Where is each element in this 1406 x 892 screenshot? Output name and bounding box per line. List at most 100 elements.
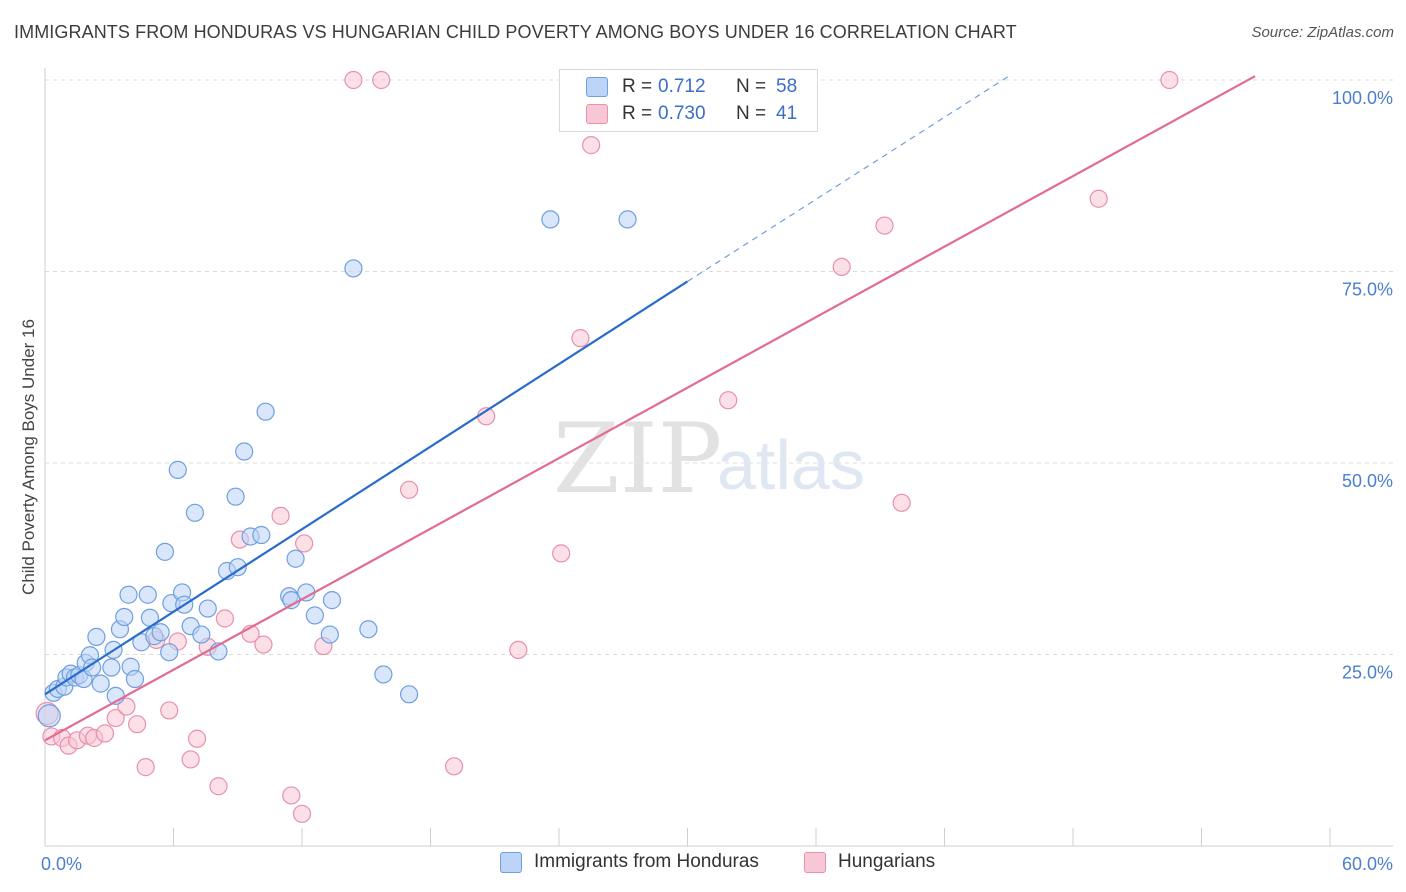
honduras-point [87,627,106,646]
hungarians-point [509,640,528,660]
chart-title: IMMIGRANTS FROM HONDURAS VS HUNGARIAN CH… [14,22,1017,42]
honduras-point [119,585,138,604]
legend-row-hungarians: R = 0.730 N = 41 [586,103,797,125]
honduras-point [115,607,134,627]
hungarians-point [444,757,464,776]
series-label-honduras: Immigrants from Honduras [534,851,759,872]
honduras-point [322,591,342,610]
honduras-point [138,585,157,604]
y-axis-label: Child Poverty Among Boys Under 16 [19,319,38,595]
honduras-point [160,643,179,662]
grid-layer [45,79,1393,655]
series-legend-honduras[interactable]: Immigrants from Honduras [500,851,759,873]
honduras-point [185,503,205,522]
x-tick-label: 60.0% [1342,854,1393,874]
legend-n-label: N = [736,103,767,124]
honduras-point [125,669,145,689]
honduras-point [198,599,217,618]
honduras-point [618,210,637,229]
trend-layer [44,75,1256,742]
honduras-point [359,620,378,639]
hungarians-point [282,786,301,805]
honduras-point [374,665,393,684]
hungarians-point [292,804,312,823]
hungarians-point [95,724,115,743]
watermark-zip: ZIP [553,403,722,515]
hungarians-point [832,257,851,277]
legend-r-label: R = [622,76,653,97]
y-tick-label: 50.0% [1342,471,1393,491]
hungarians-point [160,701,179,720]
honduras-point [91,674,110,693]
hungarians-point [719,391,738,410]
legend-n-value: 58 [776,76,798,97]
honduras-point [252,525,271,545]
honduras-point [399,685,419,704]
honduras-point [83,658,102,677]
honduras-point [344,259,363,278]
honduras-point [320,625,339,644]
y-tick-label: 100.0% [1332,88,1393,108]
hungarians-point [209,777,228,796]
hungarians-point [215,609,234,628]
honduras-point [228,558,247,577]
honduras-point [155,542,175,561]
hungarians-point [187,729,207,748]
y-tick-label: 75.0% [1342,280,1393,300]
legend-r-value: 0.730 [658,103,706,124]
hungarians-point [1089,189,1108,208]
legend-swatch-pink [586,104,608,124]
honduras-point [256,402,275,421]
hungarians-point [1160,70,1179,90]
hungarians-trendline [44,75,1256,742]
watermark-atlas: atlas [717,426,865,504]
tick-layer: 25.0% 50.0% 75.0% 100.0% 0.0% 60.0% [41,88,1393,874]
watermark: ZIP atlas [553,403,865,515]
honduras-point [286,549,305,568]
legend-n-label: N = [736,76,767,97]
hungarians-point [106,708,125,728]
series-legend-hungarians[interactable]: Hungarians [804,851,935,873]
y-tick-label: 25.0% [1342,663,1393,683]
honduras-point [541,210,560,229]
honduras-point [168,460,187,479]
legend-row-honduras: R = 0.712 N = 58 [586,76,797,98]
hungarians-point [552,544,571,563]
series-label-hungarians: Hungarians [838,851,936,872]
honduras-point [151,623,170,642]
legend-r-label: R = [622,103,653,124]
hungarians-point [271,506,290,525]
hungarians-point [875,216,894,235]
series-swatch-pink [804,851,826,873]
correlation-legend: R = 0.712 N = 58 R = 0.730 N = 41 [559,69,818,132]
honduras-point [235,442,254,461]
hungarians-point [295,534,314,553]
honduras-point [192,625,211,644]
honduras-point [102,658,121,677]
series-swatch-blue [500,851,522,873]
hungarians-point [136,758,155,777]
hungarians-point [372,70,391,90]
legend-swatch-blue [586,77,608,97]
honduras-points [37,210,637,728]
honduras-trendline-extension [687,75,1010,282]
hungarians-point [117,697,136,716]
hungarians-point [399,480,419,499]
hungarians-point [582,136,601,155]
hungarians-point [181,750,200,769]
legend-r-value: 0.712 [658,76,706,97]
source-credit: Source: ZipAtlas.com [1251,24,1394,41]
honduras-point [226,487,245,506]
hungarians-point [892,493,911,512]
honduras-point [305,606,324,625]
honduras-point [37,704,61,728]
hungarians-points [35,70,1179,823]
hungarians-point [344,70,363,90]
legend-n-value: 41 [776,103,798,124]
hungarians-point [254,635,273,654]
hungarians-point [571,329,590,348]
honduras-trendline [44,280,689,696]
hungarians-point [127,715,147,734]
x-tick-label: 0.0% [41,854,82,874]
